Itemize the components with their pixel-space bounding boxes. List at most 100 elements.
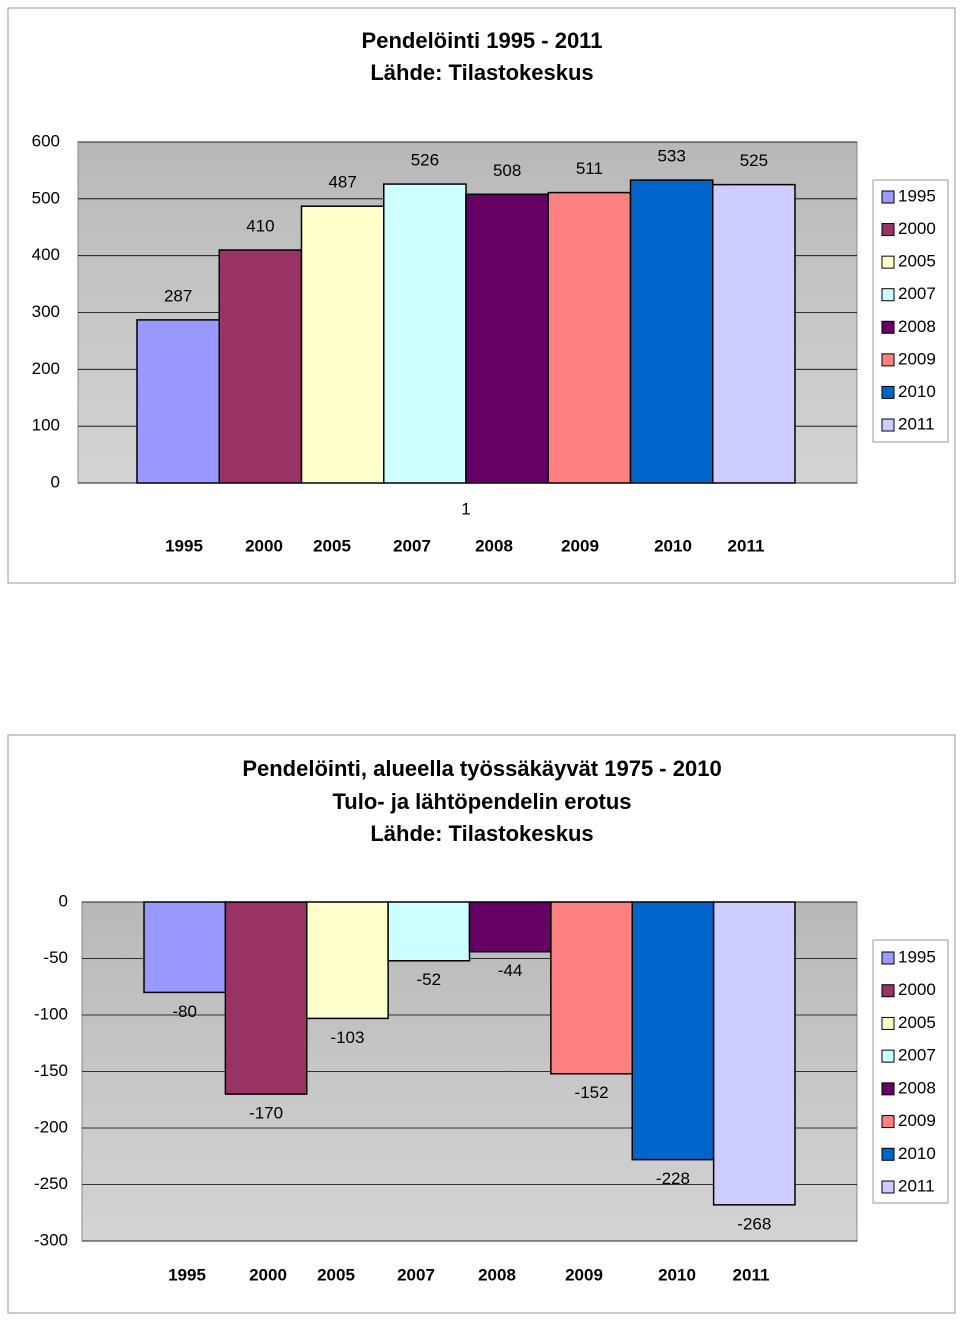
year-label: 2008 <box>478 1265 516 1284</box>
legend-swatch <box>881 223 895 237</box>
data-label: 287 <box>164 286 192 305</box>
data-label: 526 <box>411 151 439 170</box>
legend-label: 1995 <box>898 186 936 205</box>
year-label: 2009 <box>565 1265 603 1284</box>
y-tick-label: -150 <box>34 1061 68 1080</box>
chart-subtitle: Tulo- ja lähtöpendelin erotus <box>332 789 631 814</box>
data-label: -103 <box>330 1028 364 1047</box>
year-label: 1995 <box>168 1265 206 1284</box>
data-label: -268 <box>737 1214 771 1233</box>
legend-swatch <box>881 190 895 204</box>
data-label: -228 <box>656 1169 690 1188</box>
year-label: 2007 <box>397 1265 435 1284</box>
year-label: 2007 <box>393 536 431 555</box>
legend-label: 2007 <box>898 1046 936 1065</box>
legend-label: 2009 <box>898 1111 936 1130</box>
legend-label: 2008 <box>898 317 936 336</box>
chart-subtitle: Lähde: Tilastokeskus <box>370 821 593 846</box>
x-tick-label: 1 <box>461 499 470 518</box>
legend-label: 2005 <box>898 1013 936 1032</box>
legend-swatch <box>881 288 895 302</box>
legend-label: 2009 <box>898 349 936 368</box>
legend-swatch <box>881 1016 895 1030</box>
chart-title: Pendelöinti, alueella työssäkäyvät 1975 … <box>242 756 721 781</box>
y-tick-label: -200 <box>34 1117 68 1136</box>
data-label: 525 <box>740 151 768 170</box>
data-label: 533 <box>657 147 685 166</box>
year-label: 2010 <box>658 1265 696 1284</box>
y-tick-label: -300 <box>34 1230 68 1249</box>
legend-label: 2008 <box>898 1078 936 1097</box>
y-tick-label: 0 <box>51 472 60 491</box>
bar <box>224 901 308 1095</box>
y-tick-label: 200 <box>32 359 60 378</box>
legend-swatch <box>881 1147 895 1161</box>
year-label: 2000 <box>249 1265 287 1284</box>
year-label: 2011 <box>728 536 765 555</box>
legend-swatch <box>881 1180 895 1194</box>
chart-title: Pendelöinti 1995 - 2011 <box>362 28 603 53</box>
data-label: 410 <box>246 216 274 235</box>
bar <box>712 901 796 1206</box>
bar <box>468 901 552 953</box>
bar <box>300 205 385 484</box>
bar <box>387 901 471 962</box>
y-tick-label: -50 <box>43 948 68 967</box>
data-label: -170 <box>249 1104 283 1123</box>
legend-swatch <box>881 255 895 269</box>
y-tick-label: 300 <box>32 302 60 321</box>
legend-label: 2005 <box>898 252 936 271</box>
y-tick-label: 600 <box>32 131 60 150</box>
year-label: 2009 <box>561 536 599 555</box>
legend-swatch <box>881 984 895 998</box>
legend-label: 2007 <box>898 284 936 303</box>
year-label: 1995 <box>165 536 203 555</box>
data-label: -44 <box>498 961 523 980</box>
legend-swatch <box>881 1049 895 1063</box>
data-label: -80 <box>172 1002 197 1021</box>
bar <box>218 249 303 484</box>
legend-label: 2010 <box>898 382 936 401</box>
legend-label: 2000 <box>898 980 936 999</box>
legend-swatch <box>881 1115 895 1129</box>
year-label: 2005 <box>313 536 351 555</box>
legend-label: 2000 <box>898 219 936 238</box>
data-label: 487 <box>328 173 356 192</box>
legend-swatch <box>881 320 895 334</box>
bar <box>143 901 227 994</box>
year-label: 2008 <box>475 536 513 555</box>
bar <box>547 191 632 484</box>
bar <box>550 901 633 1075</box>
y-tick-label: 400 <box>32 245 60 264</box>
y-tick-label: -100 <box>34 1004 68 1023</box>
legend-swatch <box>881 1082 895 1096</box>
legend-swatch <box>881 951 895 965</box>
data-label: -152 <box>575 1083 609 1102</box>
bar <box>629 179 714 484</box>
bar <box>631 901 715 1161</box>
legend-swatch <box>881 353 895 367</box>
legend-swatch <box>881 418 895 432</box>
bar <box>465 193 549 484</box>
legend-swatch <box>881 385 895 399</box>
legend-label: 1995 <box>898 947 936 966</box>
y-tick-label: 500 <box>32 188 60 207</box>
y-tick-label: 100 <box>32 416 60 435</box>
year-label: 2011 <box>733 1265 770 1284</box>
year-label: 2010 <box>654 536 692 555</box>
data-label: 508 <box>493 161 521 180</box>
y-tick-label: 0 <box>59 891 68 910</box>
legend-label: 2010 <box>898 1144 936 1163</box>
y-tick-label: -250 <box>34 1174 68 1193</box>
bar <box>383 183 467 484</box>
bar <box>136 319 220 484</box>
chart-subtitle: Lähde: Tilastokeskus <box>370 60 593 85</box>
year-label: 2000 <box>245 536 283 555</box>
year-label: 2005 <box>317 1265 355 1284</box>
legend-label: 2011 <box>898 1176 935 1195</box>
data-label: -52 <box>417 970 442 989</box>
legend-label: 2011 <box>898 414 935 433</box>
bar <box>306 901 389 1020</box>
data-label: 511 <box>576 159 603 178</box>
